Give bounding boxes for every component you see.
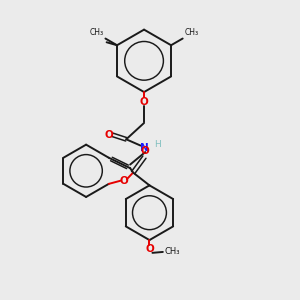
- Text: N: N: [140, 142, 149, 153]
- Text: O: O: [104, 130, 113, 140]
- Text: CH₃: CH₃: [165, 248, 180, 256]
- Text: H: H: [154, 140, 160, 148]
- Text: CH₃: CH₃: [90, 28, 104, 37]
- Text: O: O: [140, 97, 148, 106]
- Text: O: O: [141, 146, 150, 156]
- Text: CH₃: CH₃: [184, 28, 198, 37]
- Text: O: O: [145, 244, 154, 254]
- Text: O: O: [119, 176, 128, 186]
